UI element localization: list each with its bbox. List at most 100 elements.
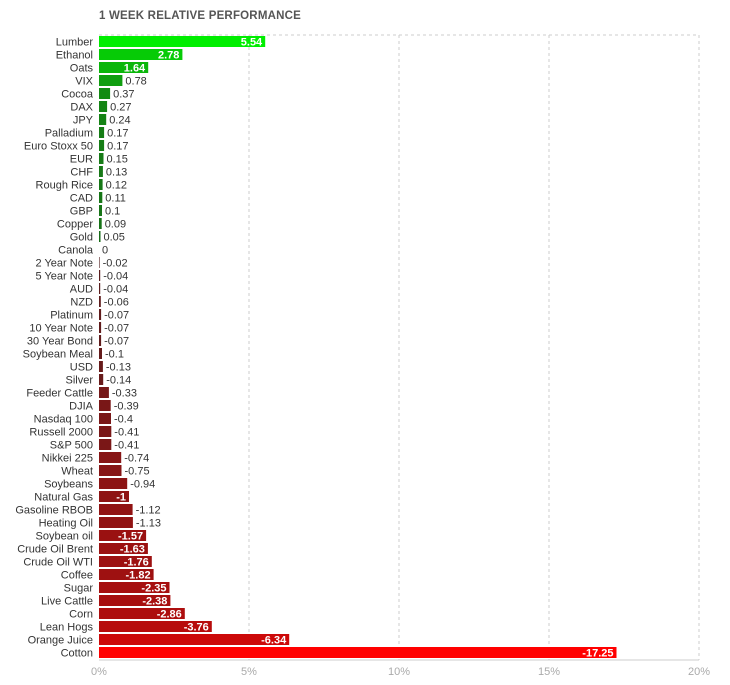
- bar: [99, 75, 123, 86]
- category-label: Copper: [57, 219, 93, 231]
- value-label: 0.78: [125, 76, 146, 88]
- category-label: Cocoa: [61, 89, 94, 101]
- value-label: -0.39: [114, 401, 139, 413]
- category-label: USD: [70, 362, 93, 374]
- category-label: Ethanol: [56, 50, 93, 62]
- value-label: -17.25: [582, 648, 613, 660]
- value-label: -0.04: [103, 284, 128, 296]
- bar: [99, 426, 112, 437]
- bar: [99, 517, 133, 528]
- value-label: -1.57: [118, 531, 143, 543]
- category-label: EUR: [70, 154, 93, 166]
- category-label: Platinum: [50, 310, 93, 322]
- value-label: -0.02: [103, 258, 128, 270]
- category-label: Gasoline RBOB: [15, 505, 93, 517]
- value-label: -0.33: [112, 388, 137, 400]
- category-label: Oats: [70, 63, 94, 75]
- category-label: CAD: [70, 193, 93, 205]
- bar: [99, 387, 109, 398]
- chart-title: 1 WEEK RELATIVE PERFORMANCE: [99, 10, 301, 22]
- value-label: 0.05: [104, 232, 125, 244]
- category-label: Soybean oil: [36, 531, 94, 543]
- bar: [99, 348, 102, 359]
- category-label: Nikkei 225: [42, 453, 93, 465]
- value-label: 0.37: [113, 89, 134, 101]
- category-label: Nasdaq 100: [34, 414, 93, 426]
- category-label: AUD: [70, 284, 93, 296]
- category-label: Sugar: [64, 583, 94, 595]
- category-label: Lumber: [56, 37, 94, 49]
- bar: [99, 400, 111, 411]
- value-label: 0.09: [105, 219, 126, 231]
- category-label: 2 Year Note: [36, 258, 94, 270]
- value-label: 0.24: [109, 115, 130, 127]
- bar: [99, 335, 102, 346]
- x-tick-label: 10%: [388, 666, 410, 678]
- category-label: DJIA: [69, 401, 94, 413]
- bar: [99, 621, 212, 632]
- bar: [99, 127, 105, 138]
- category-label: JPY: [73, 115, 94, 127]
- bar: [99, 361, 103, 372]
- value-label: -0.74: [124, 453, 149, 465]
- category-label: Euro Stoxx 50: [24, 141, 93, 153]
- value-label: 0.15: [107, 154, 128, 166]
- value-label: 0.27: [110, 102, 131, 114]
- bar: [99, 595, 171, 606]
- bar: [99, 153, 104, 164]
- category-label: Coffee: [61, 570, 93, 582]
- bar: [99, 543, 148, 554]
- category-label: Canola: [58, 245, 94, 257]
- bar: [99, 36, 266, 47]
- value-label: -0.06: [104, 297, 129, 309]
- bar: [99, 140, 105, 151]
- value-label: 1.64: [124, 63, 146, 75]
- category-label: Soybeans: [44, 479, 93, 491]
- value-label: 0.1: [105, 206, 120, 218]
- category-label: NZD: [70, 297, 93, 309]
- x-tick-label: 15%: [538, 666, 560, 678]
- bar: [99, 478, 128, 489]
- value-label: 0.12: [106, 180, 127, 192]
- value-label: -1.13: [136, 518, 161, 530]
- bar: [99, 491, 129, 502]
- category-label: Corn: [69, 609, 93, 621]
- category-label: GBP: [70, 206, 93, 218]
- category-label: Natural Gas: [34, 492, 93, 504]
- category-label: Feeder Cattle: [26, 388, 93, 400]
- bar: [99, 504, 133, 515]
- category-label: Soybean Meal: [23, 349, 93, 361]
- value-label: -0.4: [114, 414, 133, 426]
- value-label: -2.86: [157, 609, 182, 621]
- value-label: -0.07: [104, 310, 129, 322]
- category-label: Rough Rice: [36, 180, 93, 192]
- value-label: 0.13: [106, 167, 127, 179]
- x-tick-label: 0%: [91, 666, 107, 678]
- category-label: Russell 2000: [29, 427, 93, 439]
- category-label: Crude Oil Brent: [17, 544, 93, 556]
- bar: [99, 569, 154, 580]
- bar: [99, 179, 103, 190]
- value-label: -0.1: [105, 349, 124, 361]
- value-label: -0.75: [125, 466, 150, 478]
- bar: [99, 49, 183, 60]
- category-label: Crude Oil WTI: [23, 557, 93, 569]
- category-label: 10 Year Note: [29, 323, 93, 335]
- bar: [99, 231, 101, 242]
- bar: [99, 166, 103, 177]
- value-label: -0.07: [104, 336, 129, 348]
- value-label: -1.76: [124, 557, 149, 569]
- value-label: 5.54: [241, 37, 263, 49]
- value-label: -0.13: [106, 362, 131, 374]
- bar: [99, 530, 147, 541]
- bar: [99, 101, 108, 112]
- bar: [99, 114, 107, 125]
- bar: [99, 374, 104, 385]
- category-label: Lean Hogs: [40, 622, 94, 634]
- value-label: 2.78: [158, 50, 179, 62]
- bar: [99, 296, 101, 307]
- value-label: 0.17: [107, 141, 128, 153]
- value-label: -0.41: [114, 427, 139, 439]
- value-label: 0.17: [107, 128, 128, 140]
- value-label: -1.12: [136, 505, 161, 517]
